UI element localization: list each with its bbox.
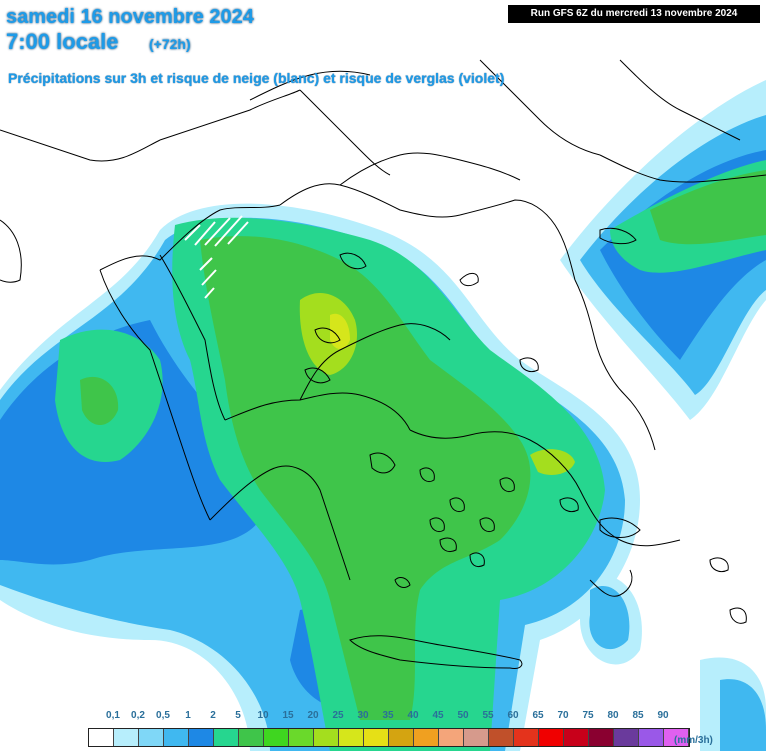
legend-swatch xyxy=(189,729,214,746)
forecast-date: samedi 16 novembre 2024 xyxy=(6,6,254,28)
coastlines xyxy=(0,59,766,669)
legend-label: 0,1 xyxy=(106,710,120,721)
legend-label: 60 xyxy=(507,710,519,721)
legend-label: 1 xyxy=(185,710,191,721)
legend-label: 0,2 xyxy=(131,710,145,721)
legend-color-bar xyxy=(88,728,690,747)
model-run-label: Run GFS 6Z du mercredi 13 novembre 2024 xyxy=(508,5,760,23)
legend-label: 75 xyxy=(582,710,594,721)
legend-swatch xyxy=(289,729,314,746)
legend-swatch xyxy=(264,729,289,746)
legend-label: 10 xyxy=(257,710,269,721)
forecast-time: 7:00 locale xyxy=(6,29,119,54)
precip-peak xyxy=(330,313,350,349)
legend-swatch xyxy=(214,729,239,746)
legend-label: 70 xyxy=(557,710,569,721)
legend-swatch xyxy=(539,729,564,746)
precip-mid-green xyxy=(80,170,766,720)
snow-risk-hatch xyxy=(184,17,265,299)
legend-swatch xyxy=(314,729,339,746)
legend-swatch xyxy=(614,729,639,746)
legend-swatch xyxy=(339,729,364,746)
legend-swatch xyxy=(164,729,189,746)
legend-label: 25 xyxy=(332,710,344,721)
map-description: Précipitations sur 3h et risque de neige… xyxy=(8,70,505,86)
precip-yellow-green xyxy=(299,292,575,475)
legend-swatch xyxy=(664,729,689,746)
precipitation-legend: 0,1 0,2 0,5 1 2 5 10 15 20 25 30 35 40 45 50 55 60 65 70 75… xyxy=(88,710,690,747)
legend-label: 80 xyxy=(607,710,619,721)
legend-label: 20 xyxy=(307,710,319,721)
legend-swatch xyxy=(589,729,614,746)
legend-label: 40 xyxy=(407,710,419,721)
legend-swatch xyxy=(139,729,164,746)
legend-swatch xyxy=(639,729,664,746)
forecast-lead-time: (+72h) xyxy=(149,36,191,52)
legend-label: 45 xyxy=(432,710,444,721)
legend-label: 5 xyxy=(235,710,241,721)
legend-swatch xyxy=(514,729,539,746)
legend-swatch xyxy=(439,729,464,746)
legend-unit: (mm/3h) xyxy=(674,735,713,746)
legend-swatch xyxy=(464,729,489,746)
legend-label: 50 xyxy=(457,710,469,721)
legend-swatch xyxy=(114,729,139,746)
legend-swatch xyxy=(414,729,439,746)
legend-swatch xyxy=(364,729,389,746)
legend-label: 65 xyxy=(532,710,544,721)
legend-label: 15 xyxy=(282,710,294,721)
legend-label: 30 xyxy=(357,710,369,721)
legend-label: 85 xyxy=(632,710,644,721)
legend-swatch xyxy=(389,729,414,746)
legend-label: 35 xyxy=(382,710,394,721)
legend-label: 90 xyxy=(657,710,669,721)
legend-label: 0,5 xyxy=(156,710,170,721)
legend-swatch xyxy=(89,729,114,746)
legend-swatch xyxy=(564,729,589,746)
legend-label: 55 xyxy=(482,710,494,721)
legend-labels: 0,1 0,2 0,5 1 2 5 10 15 20 25 30 35 40 45 50 55 60 65 70 75… xyxy=(88,710,688,724)
legend-swatch xyxy=(489,729,514,746)
legend-swatch xyxy=(239,729,264,746)
legend-label: 2 xyxy=(210,710,216,721)
